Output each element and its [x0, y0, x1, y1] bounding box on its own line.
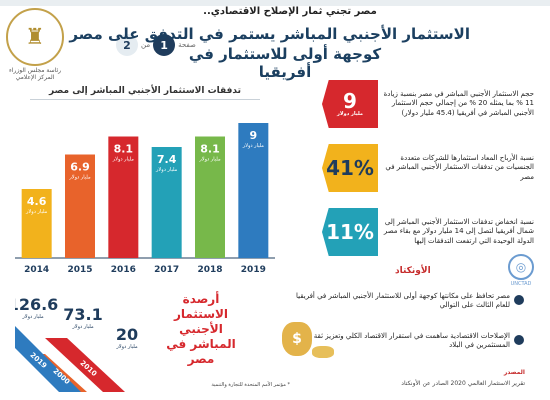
bar-value-label: 6.9 [70, 161, 90, 174]
footnote: * مؤتمر الأمم المتحدة للتجارة والتنمية [211, 382, 290, 388]
balance-unit-label: مليار دولار [115, 344, 138, 350]
bar-unit-label: مليار دولار [112, 157, 135, 163]
stat-row-1: حجم الاستثمار الأجنبي المباشر في مصر بنس… [322, 78, 540, 130]
bullet-1: مصر تحافظ على مكانتها كوجهة أولى للاستثم… [295, 292, 510, 310]
bar-value-label: 8.1 [200, 143, 220, 156]
stats-panel: حجم الاستثمار الأجنبي المباشر في مصر بنس… [322, 78, 540, 270]
balance-unit-label: مليار دولار [71, 324, 94, 330]
balance-ribbon-2010 [45, 338, 125, 392]
source-text: تقرير الاستثمار العالمي 2020 الصادر عن ا… [401, 380, 525, 387]
bullet-dot-icon [514, 335, 524, 345]
stat-3-badge: 11% [322, 208, 378, 256]
x-tick-label: 2018 [197, 265, 222, 275]
bar-unit-label: مليار دولار [68, 175, 91, 181]
bar-unit-label: مليار دولار [198, 157, 221, 163]
bar-2016 [108, 136, 139, 258]
bar-value-label: 9 [250, 129, 258, 142]
balance-ribbon-2019 [15, 326, 81, 392]
unctad-label: الأونكتاد [395, 266, 431, 276]
page-total: 2 [116, 34, 138, 56]
bar-2018 [195, 136, 225, 258]
page-indicator: 2 من 1 صفحة [116, 34, 196, 56]
page-title-line2: كوجهة أولى للاستثمار في أفريقيا [188, 45, 382, 81]
page-label: صفحة [178, 41, 196, 49]
stat-1-value: 9 [343, 89, 357, 113]
x-tick-label: 2016 [111, 265, 136, 275]
top-bar [0, 0, 550, 6]
bar-unit-label: مليار دولار [242, 143, 265, 149]
stat-2-badge: 41% [322, 144, 378, 192]
balance-unit-label: مليار دولار [21, 314, 44, 320]
egypt-eagle-seal-icon: ♜ [6, 8, 64, 66]
page-title-line1: الاستثمار الأجنبي المباشر يستمر في التدف… [69, 25, 470, 43]
page-of-label: من [141, 41, 151, 49]
balance-value-label: 73.1 [63, 305, 102, 324]
bar-unit-label: مليار دولار [25, 209, 48, 215]
bar-value-label: 7.4 [157, 153, 177, 166]
stat-1-unit: مليار دولار [337, 111, 363, 117]
header-subtitle: مصر تجني ثمار الإصلاح الاقتصادي.. [203, 6, 377, 17]
balance-value-label: 20 [116, 325, 138, 344]
page-current: 1 [153, 34, 176, 56]
bar-2014 [21, 189, 52, 258]
bullet-dot-icon [514, 295, 524, 305]
un-globe-icon: ◎ [508, 254, 534, 280]
stat-3-text: نسبة انخفاض تدفقات الاستثمار الأجنبي الم… [383, 217, 534, 245]
stat-3-value: 11% [326, 220, 374, 244]
stat-row-2: نسبة الأرباح المعاد استثمارها للشركات مت… [322, 142, 540, 194]
cabinet-logo-text: رئاسة مجلس الوزراء المركز الإعلامي [8, 67, 62, 81]
coins-icon [312, 346, 334, 358]
bar-2017 [151, 147, 182, 258]
x-tick-label: 2014 [24, 265, 49, 275]
bullet-2: الإصلاحات الاقتصادية ساهمت في استقرار ال… [313, 332, 510, 350]
balances-label: أرصدة الاستثمار الأجنبي المباشر في مصر [166, 292, 236, 366]
bar-2019 [238, 123, 269, 258]
x-tick-label: 2015 [67, 265, 92, 275]
bar-value-label: 4.6 [27, 195, 47, 208]
money-bag-icon: $ [282, 322, 312, 356]
stat-1-text: حجم الاستثمار الأجنبي المباشر في مصر بنس… [383, 89, 534, 117]
bar-unit-label: مليار دولار [155, 167, 178, 173]
balance-value-label: 126.6 [15, 296, 58, 314]
bar-2015 [65, 154, 95, 258]
chart-title: تدفقات الاستثمار الأجنبي المباشر إلى مصر [20, 86, 270, 100]
stat-row-3: نسبة انخفاض تدفقات الاستثمار الأجنبي الم… [322, 206, 540, 258]
bar-value-label: 8.1 [114, 143, 134, 156]
x-tick-label: 2017 [154, 265, 179, 275]
x-tick-label: 2019 [241, 265, 266, 275]
stat-2-value: 41% [326, 156, 374, 180]
unctad-logo-caption: UNCTAD [510, 281, 532, 287]
stat-2-text: نسبة الأرباح المعاد استثمارها للشركات مت… [385, 153, 534, 181]
stat-1-badge: 9 مليار دولار [322, 80, 378, 128]
source-label: المصدر [503, 369, 525, 376]
